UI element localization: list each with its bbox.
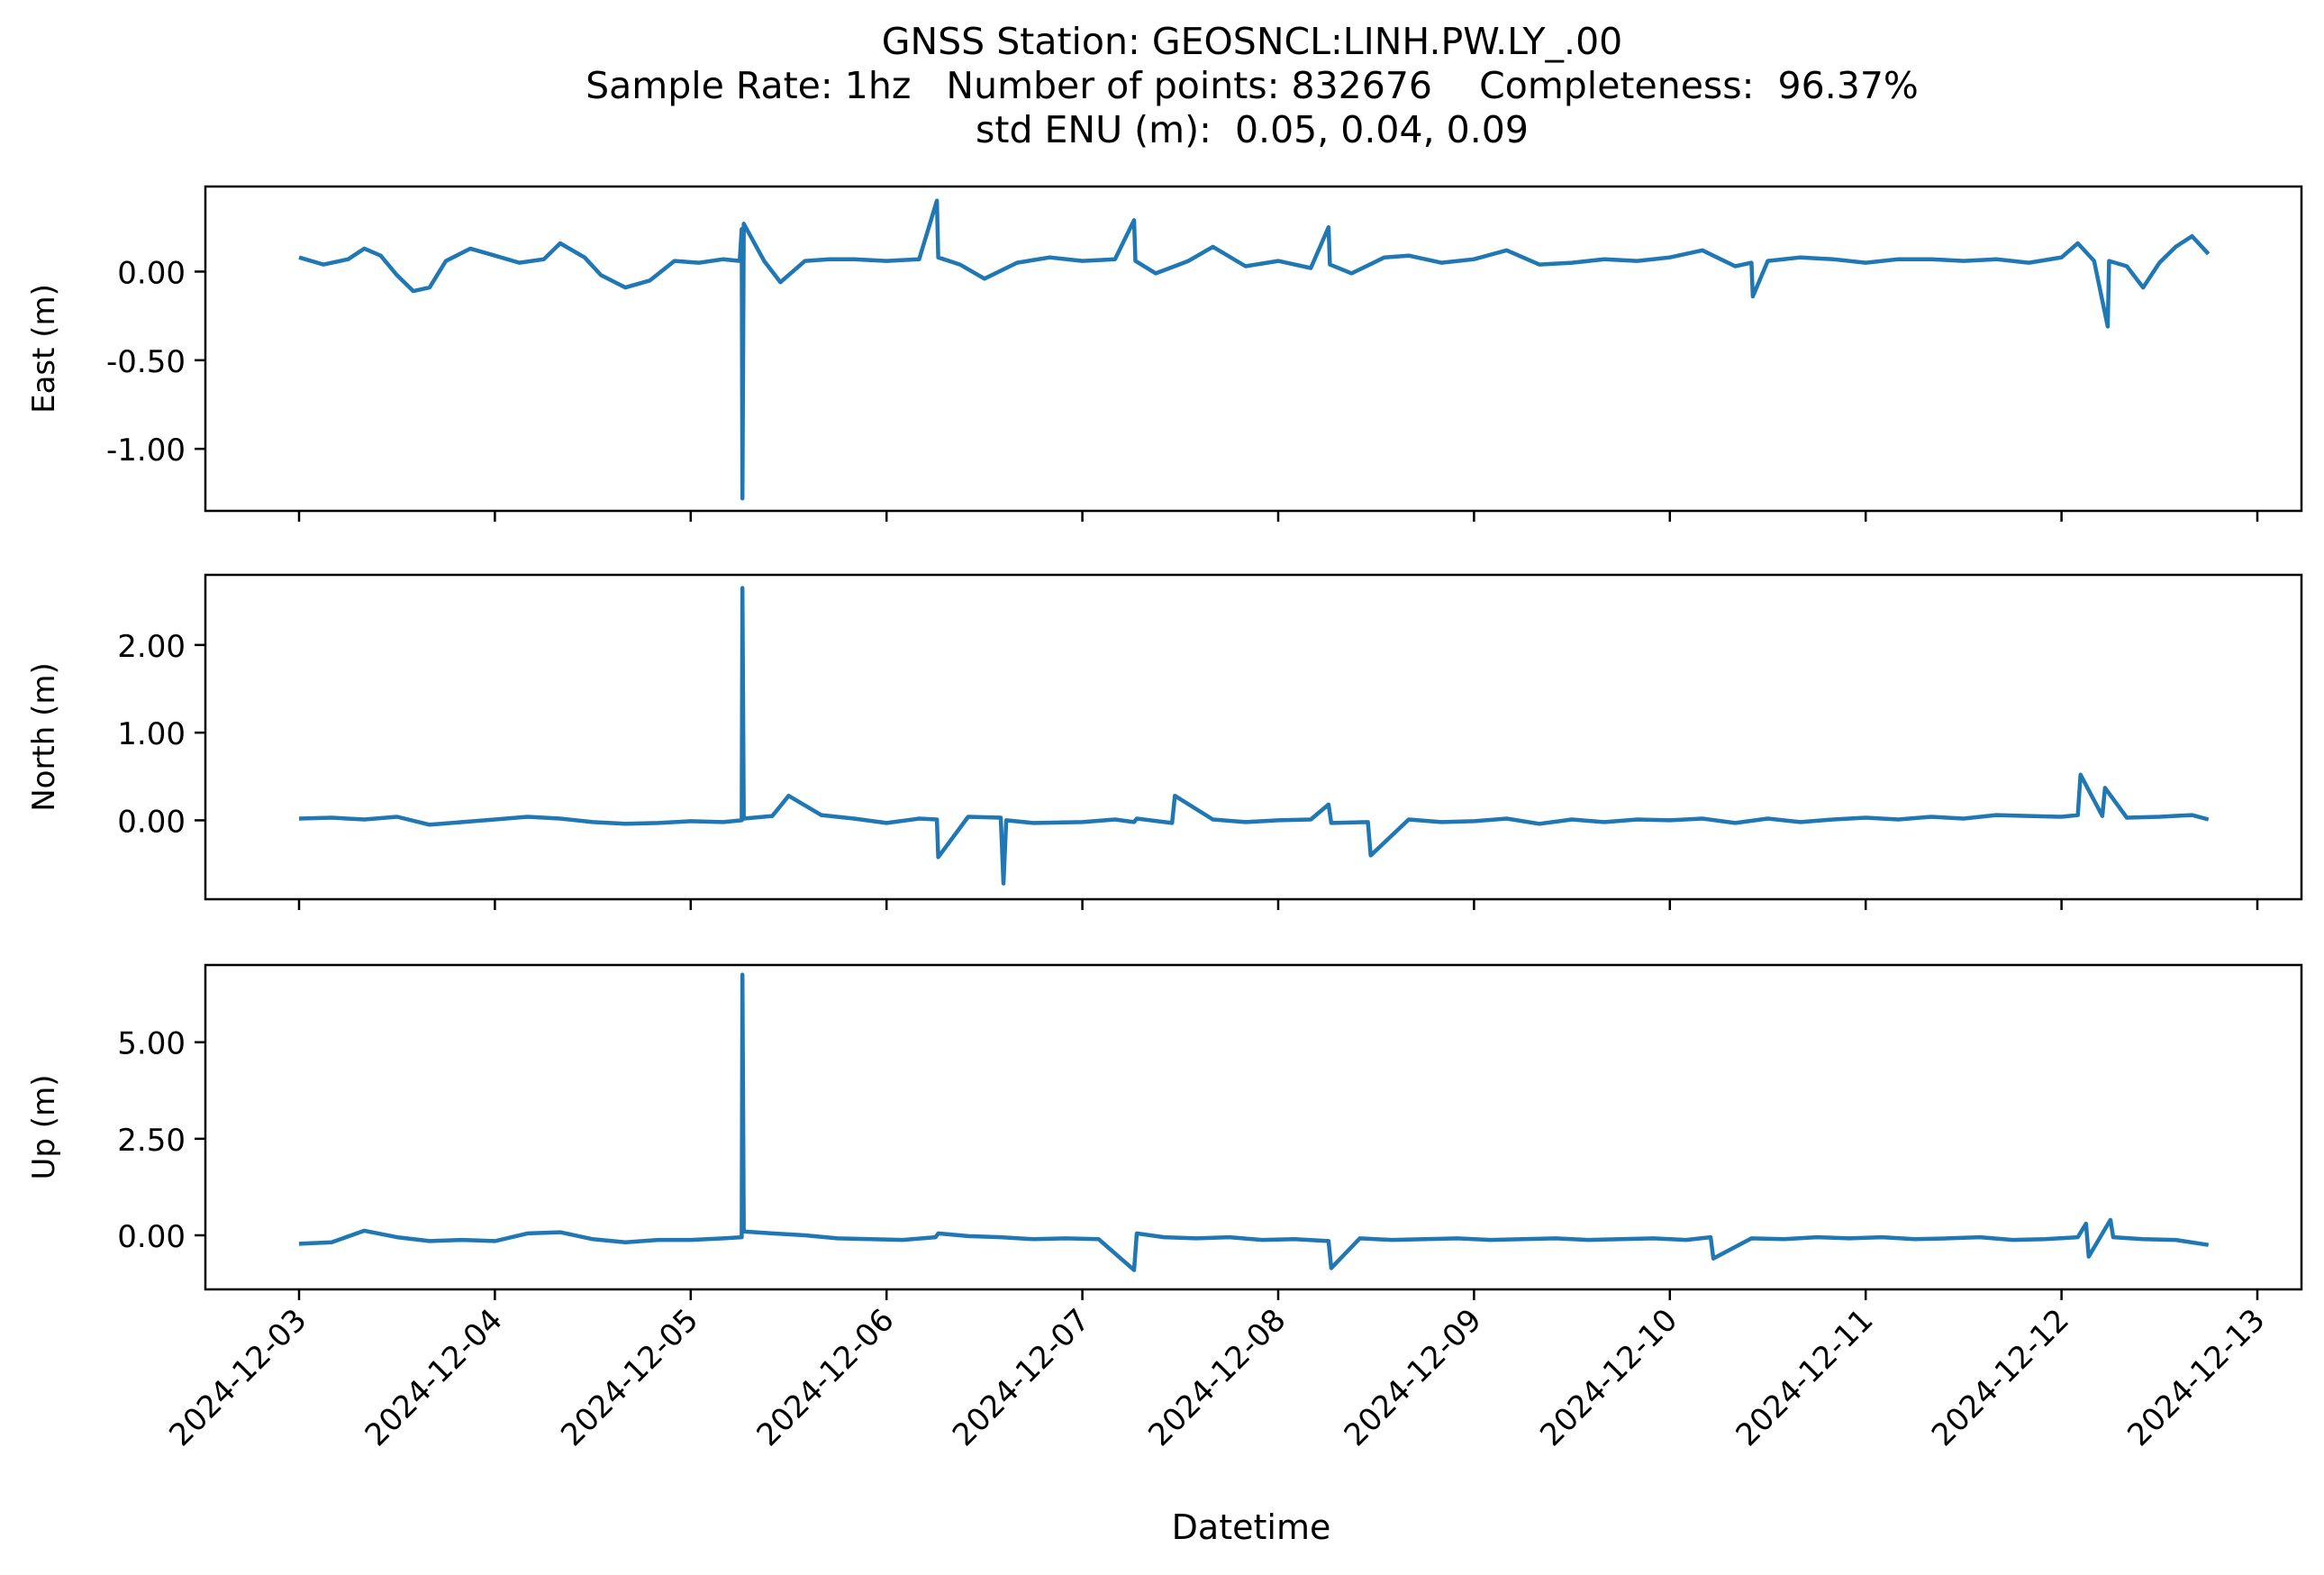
x-tick-label: 2024-12-03 [162,1302,313,1453]
y-axis-label-2: North (m) [26,662,62,812]
series-line-1 [298,198,2211,501]
series-line-2 [298,586,2210,886]
chart-title-line-1: GNSS Station: GEOSNCL:LINH.PW.LY_.00 [881,20,1623,63]
y-tick-label: -0.50 [106,344,186,380]
y-tick-label: -1.00 [106,432,186,469]
panel-3: 0.00 2.50 5.00 Up (m) [26,963,2303,1300]
axes-frame-1 [204,185,2303,513]
axes-frame-3 [204,963,2303,1291]
chart-title-line-3: std ENU (m): 0.05, 0.04, 0.09 [976,108,1529,151]
x-tick-label: 2024-12-04 [359,1302,510,1453]
y-tick-label: 5.00 [117,1026,186,1062]
y-axis-label-3: Up (m) [26,1075,62,1180]
x-tick-label: 2024-12-12 [1925,1302,2076,1453]
y-axis-label-1: East (m) [26,284,62,414]
x-tick-label: 2024-12-06 [750,1302,902,1453]
x-tick-label: 2024-12-13 [2120,1302,2272,1453]
y-tick-label: 2.50 [117,1123,186,1159]
chart-title-block: GNSS Station: GEOSNCL:LINH.PW.LY_.00 Sam… [0,20,2324,152]
x-axis-label: Datetime [1172,1507,1331,1547]
axes-frame-2 [204,573,2303,901]
x-tick-label: 2024-12-07 [946,1302,1097,1453]
y-tick-label: 0.00 [117,1219,186,1255]
x-tick-label: 2024-12-08 [1141,1302,1293,1453]
y-tick-label: 2.00 [117,629,186,665]
x-tick-label: 2024-12-05 [554,1302,705,1453]
y-tick-label: 1.00 [117,716,186,752]
y-tick-label: 0.00 [117,804,186,840]
series-line-3 [298,972,2210,1272]
panel-1: 0.00 -0.50 -1.00 East (m) [26,185,2303,522]
chart-title-line-2: Sample Rate: 1hz Number of points: 83267… [586,64,1919,107]
panel-2: 0.00 1.00 2.00 North (m) [26,573,2303,910]
x-tick-label: 2024-12-09 [1338,1302,1489,1453]
x-tick-label: 2024-12-10 [1533,1302,1684,1453]
x-tick-label: 2024-12-11 [1729,1302,1881,1453]
y-tick-label: 0.00 [117,255,186,291]
